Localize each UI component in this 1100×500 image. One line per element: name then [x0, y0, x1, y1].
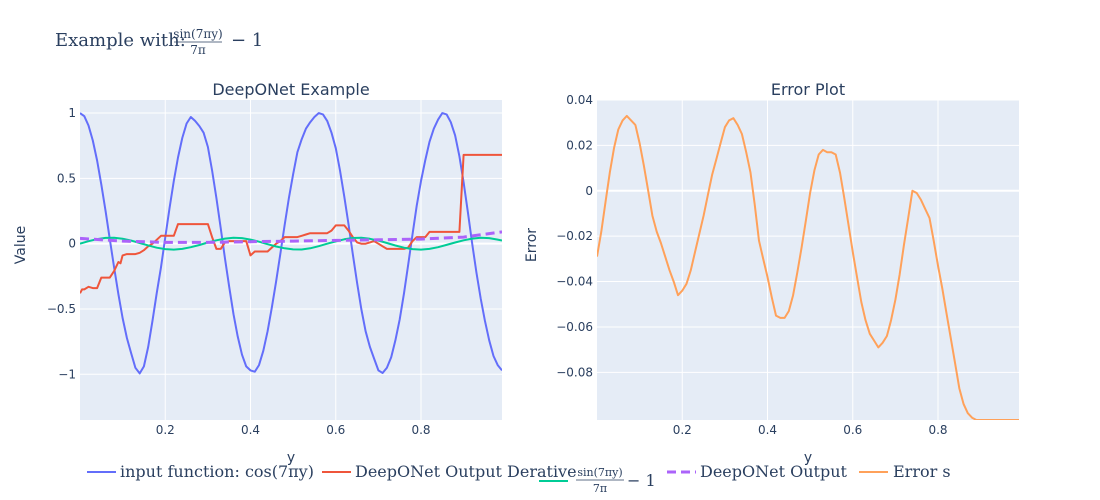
x-tick-label: 0.8: [928, 423, 947, 437]
y-tick-label: 0: [585, 184, 593, 198]
series-line-2: [80, 236, 502, 251]
legend-label: DeepONet Output Derative: [355, 462, 577, 481]
series-lines: [597, 114, 1019, 420]
y-tick-label: −0.06: [556, 320, 593, 334]
y-tick-label: 0.02: [566, 138, 593, 152]
plot-area: [80, 100, 502, 420]
gridlines: [597, 99, 1019, 420]
x-axis-label: y: [804, 450, 812, 466]
y-tick-label: −0.02: [556, 229, 593, 243]
chart-title: DeepONet Example: [212, 80, 369, 99]
legend-item-input-function[interactable]: input function: cos(7πy): [87, 462, 314, 481]
x-tick-label: 0.8: [411, 423, 430, 437]
legend-label-numerator: sin(7πy): [577, 466, 622, 479]
y-tick-label: −0.08: [556, 365, 593, 379]
legend-label: input function: cos(7πy): [120, 462, 314, 481]
legend-item-error-s[interactable]: Error s: [859, 462, 951, 481]
gridlines: [80, 100, 502, 420]
series-line-0: [80, 112, 502, 375]
legend-label: DeepONet Output: [700, 462, 848, 481]
x-tick-label: 0.4: [241, 423, 260, 437]
x-tick-label: 0.6: [326, 423, 345, 437]
legend-item-deeponet-output-derative[interactable]: DeepONet Output Derative: [322, 462, 577, 481]
y-axis-label: Error: [524, 228, 540, 262]
y-tick-label: 1: [68, 106, 76, 120]
y-tick-label: 0.5: [57, 171, 76, 185]
series-line-3: [80, 230, 502, 244]
figure-title-prefix: Example with:: [55, 30, 186, 51]
chart-error-plot: 0.2 0.4 0.6 0.8 0.04 0.02 0 −0.02 −0.04 −0.06 −0.0…: [524, 80, 1019, 466]
legend[interactable]: input function: cos(7πy) DeepONet Output…: [87, 462, 951, 495]
legend-label-suffix: − 1: [627, 471, 656, 490]
x-axis-label: y: [287, 450, 295, 466]
tick-labels: 0.2 0.4 0.6 0.8 −1 −0.5 0 0.5 1: [47, 106, 431, 437]
x-tick-label: 0.6: [843, 423, 862, 437]
figure-title-frac-denominator: 7π: [190, 43, 206, 57]
x-tick-label: 0.2: [156, 423, 175, 437]
tick-labels: 0.2 0.4 0.6 0.8 0.04 0.02 0 −0.02 −0.04 −0.06 −0.0…: [556, 93, 947, 437]
y-tick-label: −0.5: [47, 302, 76, 316]
y-axis-label: Value: [13, 226, 29, 264]
y-tick-label: −1: [58, 367, 76, 381]
series-line-1: [80, 153, 502, 294]
series-line-0: [597, 114, 1019, 420]
legend-label-denominator: 7π: [593, 482, 607, 495]
plot-area: [597, 100, 1019, 420]
series-lines: [80, 112, 502, 375]
y-tick-label: −0.04: [556, 275, 593, 289]
x-tick-label: 0.4: [758, 423, 777, 437]
chart-deeponet-example: 0.2 0.4 0.6 0.8 −1 −0.5 0 0.5 1 DeepONet Example…: [13, 80, 502, 466]
figure-title-suffix: − 1: [231, 30, 263, 51]
x-tick-label: 0.2: [673, 423, 692, 437]
y-tick-label: 0.04: [566, 93, 593, 107]
legend-item-sin-fraction[interactable]: sin(7πy) 7π − 1: [539, 466, 656, 495]
figure-title: Example with: sin(7πy) 7π − 1: [55, 27, 263, 57]
legend-label: Error s: [893, 462, 951, 481]
chart-title: Error Plot: [771, 80, 845, 99]
figure-title-frac-numerator: sin(7πy): [173, 27, 222, 41]
legend-item-deeponet-output[interactable]: DeepONet Output: [667, 462, 848, 481]
y-tick-label: 0: [68, 237, 76, 251]
